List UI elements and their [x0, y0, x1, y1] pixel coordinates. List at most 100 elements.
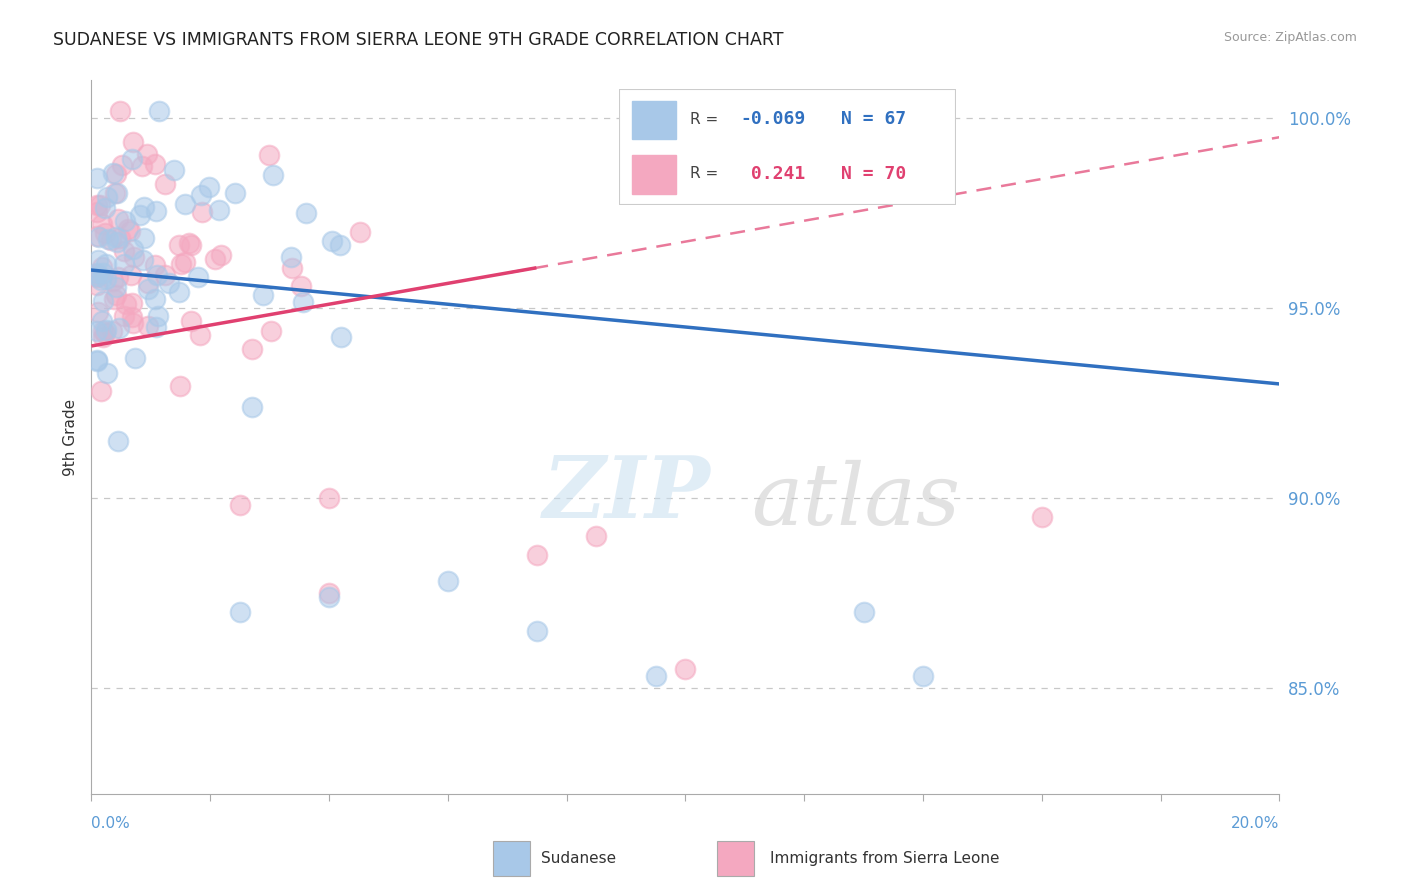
- Point: [86, 228, 108, 243]
- Point: [101, 165, 124, 179]
- Point: [173, 255, 195, 269]
- Point: [121, 295, 143, 310]
- Point: [86, 325, 108, 339]
- Point: [86, 205, 108, 219]
- Point: [526, 624, 548, 638]
- Point: [190, 328, 212, 343]
- Point: [436, 574, 458, 589]
- Point: [135, 147, 157, 161]
- Point: [104, 229, 127, 244]
- Point: [86, 354, 108, 368]
- Point: [94, 271, 117, 285]
- Point: [131, 159, 153, 173]
- Text: Source: ZipAtlas.com: Source: ZipAtlas.com: [1223, 31, 1357, 45]
- Point: [169, 379, 191, 393]
- Point: [94, 326, 117, 341]
- Point: [104, 186, 127, 200]
- Point: [179, 236, 201, 251]
- Point: [143, 157, 166, 171]
- Point: [318, 590, 340, 604]
- Point: [112, 244, 135, 258]
- Text: 20.0%: 20.0%: [1232, 816, 1279, 831]
- Point: [112, 257, 135, 271]
- Point: [93, 226, 115, 240]
- Point: [108, 231, 131, 245]
- Text: R =: R =: [689, 112, 723, 127]
- Text: R =: R =: [689, 166, 723, 181]
- Text: N = 70: N = 70: [841, 165, 907, 183]
- Point: [318, 585, 340, 599]
- Point: [136, 319, 159, 334]
- Point: [86, 198, 108, 212]
- Point: [252, 288, 274, 302]
- Point: [86, 267, 108, 281]
- FancyBboxPatch shape: [633, 155, 676, 194]
- Point: [108, 320, 131, 334]
- Point: [87, 304, 110, 318]
- Y-axis label: 9th Grade: 9th Grade: [62, 399, 77, 475]
- Point: [174, 196, 197, 211]
- Point: [105, 287, 128, 301]
- Point: [911, 669, 934, 683]
- Point: [129, 209, 152, 223]
- Point: [90, 217, 112, 231]
- Point: [146, 310, 169, 324]
- Point: [122, 135, 145, 149]
- Point: [112, 309, 135, 323]
- Point: [136, 282, 159, 296]
- Point: [180, 238, 202, 252]
- Point: [145, 292, 167, 306]
- Point: [107, 434, 129, 448]
- Point: [91, 324, 114, 338]
- Point: [240, 400, 263, 414]
- Point: [191, 204, 214, 219]
- Point: [93, 201, 115, 215]
- Point: [190, 187, 212, 202]
- Point: [146, 268, 169, 282]
- Point: [224, 186, 246, 200]
- Point: [229, 499, 252, 513]
- Point: [145, 204, 167, 219]
- Point: [101, 324, 124, 338]
- Text: ZIP: ZIP: [543, 452, 710, 536]
- Text: Sudanese: Sudanese: [541, 851, 616, 866]
- Point: [204, 252, 226, 266]
- Point: [240, 342, 263, 356]
- Point: [96, 190, 118, 204]
- FancyBboxPatch shape: [619, 89, 956, 205]
- Point: [162, 163, 184, 178]
- Point: [644, 669, 666, 683]
- Point: [124, 351, 146, 365]
- Point: [91, 314, 114, 328]
- Text: Immigrants from Sierra Leone: Immigrants from Sierra Leone: [770, 851, 1000, 866]
- Point: [105, 280, 128, 294]
- Point: [97, 232, 120, 246]
- FancyBboxPatch shape: [492, 841, 530, 876]
- Point: [89, 198, 111, 212]
- Point: [132, 253, 155, 268]
- Point: [107, 212, 129, 227]
- Point: [117, 222, 139, 236]
- Point: [86, 277, 108, 292]
- Point: [86, 268, 108, 283]
- Point: [122, 316, 145, 330]
- Point: [136, 276, 159, 290]
- Point: [120, 268, 142, 282]
- FancyBboxPatch shape: [717, 841, 755, 876]
- Point: [321, 234, 343, 248]
- Point: [105, 186, 128, 201]
- Point: [121, 152, 143, 166]
- Point: [187, 269, 209, 284]
- Point: [318, 491, 340, 505]
- Point: [96, 366, 118, 380]
- Point: [180, 313, 202, 327]
- Point: [90, 384, 112, 398]
- Point: [280, 260, 302, 275]
- Point: [86, 266, 108, 280]
- Point: [209, 248, 232, 262]
- Point: [124, 250, 146, 264]
- Point: [330, 330, 353, 344]
- Point: [87, 252, 110, 267]
- Point: [148, 103, 170, 118]
- Point: [208, 202, 231, 217]
